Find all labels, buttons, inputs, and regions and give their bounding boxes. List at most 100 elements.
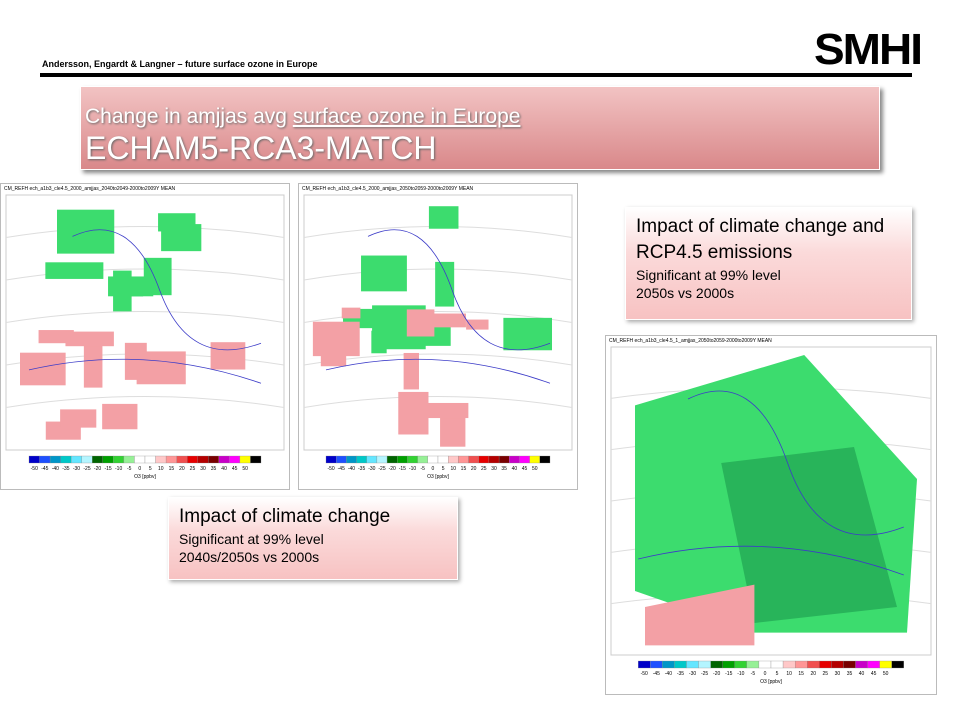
colorbar-label: 30 bbox=[200, 466, 206, 472]
map-header: CM_REFH ech_a1b3_cle4.5_2000_amjjas_2050… bbox=[302, 186, 474, 192]
colorbar-swatch bbox=[60, 455, 72, 464]
colorbar-label: 0 bbox=[138, 466, 141, 472]
colorbar-swatch bbox=[81, 455, 93, 464]
graticule bbox=[303, 311, 573, 323]
colorbar-label: 15 bbox=[798, 671, 804, 677]
colorbar-swatch bbox=[638, 660, 651, 669]
pink-region bbox=[102, 403, 138, 430]
colorbar-unit: O3 [ppbv] bbox=[427, 474, 449, 480]
colorbar-swatch bbox=[239, 455, 251, 464]
colorbar-label: 20 bbox=[471, 466, 477, 472]
colorbar-swatch bbox=[39, 455, 51, 464]
colorbar-swatch bbox=[686, 660, 699, 669]
coastline bbox=[325, 229, 551, 384]
pink-region bbox=[403, 352, 419, 390]
colorbar-label: 50 bbox=[883, 671, 889, 677]
colorbar-swatch bbox=[746, 660, 760, 669]
colorbar-swatch bbox=[356, 455, 367, 464]
colorbar-label: -20 bbox=[389, 466, 396, 472]
title-box: Change in amjjas avg surface ozone in Eu… bbox=[80, 86, 880, 170]
colorbar-swatch bbox=[218, 455, 230, 464]
colorbar-label: 25 bbox=[190, 466, 196, 472]
map-header: CM_REFH ech_a1b3_cle4.5_1_amjjas_2050to2… bbox=[609, 338, 772, 344]
colorbar-label: -35 bbox=[358, 466, 365, 472]
colorbar-label: -15 bbox=[104, 466, 111, 472]
map-area bbox=[5, 194, 285, 451]
colorbar-swatch bbox=[71, 455, 82, 464]
colorbar-label: 50 bbox=[242, 466, 248, 472]
colorbar-label: 5 bbox=[776, 671, 779, 677]
graticule bbox=[5, 311, 285, 323]
pink-region bbox=[415, 402, 469, 419]
colorbar-label: -25 bbox=[83, 466, 90, 472]
colorbar-label: 15 bbox=[461, 466, 467, 472]
map: CM_REFH ech_a1b3_cle4.5_2000_amjjas_2040… bbox=[0, 183, 290, 490]
colorbar-swatch bbox=[176, 455, 188, 464]
title-line1: Change in amjjas avg surface ozone in Eu… bbox=[85, 105, 879, 129]
colorbar-swatch bbox=[879, 660, 892, 669]
colorbar-label: 25 bbox=[481, 466, 487, 472]
pink-region bbox=[645, 584, 755, 646]
colorbar-swatch bbox=[417, 455, 428, 464]
green-region bbox=[108, 276, 154, 297]
map: CM_REFH ech_a1b3_cle4.5_2000_amjjas_2050… bbox=[298, 183, 578, 490]
colorbar-swatch bbox=[397, 455, 408, 464]
colorbar-label: -10 bbox=[115, 466, 122, 472]
colorbar-label: 5 bbox=[149, 466, 152, 472]
dark-green-region bbox=[721, 447, 897, 623]
graticule bbox=[5, 226, 285, 238]
colorbar-label: 50 bbox=[532, 466, 538, 472]
colorbar-swatch bbox=[722, 660, 735, 669]
note-line: Significant at 99% level bbox=[179, 531, 324, 547]
colorbar-swatch bbox=[498, 455, 510, 464]
colorbar-label: 10 bbox=[158, 466, 164, 472]
green-region bbox=[371, 330, 387, 354]
green-region bbox=[361, 255, 407, 292]
colorbar-label: -20 bbox=[713, 671, 720, 677]
colorbar-swatch bbox=[336, 455, 347, 464]
pink-region bbox=[210, 342, 246, 370]
colorbar-label: 5 bbox=[442, 466, 445, 472]
colorbar-label: -5 bbox=[421, 466, 426, 472]
colorbar-swatch bbox=[155, 455, 167, 464]
header-rule bbox=[40, 73, 912, 77]
colorbar-swatch bbox=[187, 455, 198, 464]
map: CM_REFH ech_a1b3_cle4.5_1_amjjas_2050to2… bbox=[605, 335, 937, 695]
colorbar-label: 35 bbox=[847, 671, 853, 677]
green-region bbox=[435, 261, 455, 307]
map-header: CM_REFH ech_a1b3_cle4.5_2000_amjjas_2040… bbox=[4, 186, 176, 192]
colorbar-swatch bbox=[478, 455, 490, 464]
colorbar-swatch bbox=[509, 455, 520, 464]
colorbar-swatch bbox=[229, 455, 241, 464]
colorbar-swatch bbox=[427, 455, 439, 464]
colorbar-label: 35 bbox=[501, 466, 507, 472]
colorbar-label: 40 bbox=[221, 466, 227, 472]
colorbar-label: 40 bbox=[859, 671, 865, 677]
colorbar-swatch bbox=[458, 455, 469, 464]
pink-region bbox=[432, 313, 466, 328]
graticule bbox=[5, 396, 285, 408]
colorbar-swatch bbox=[386, 455, 398, 464]
pink-region bbox=[341, 307, 361, 319]
colorbar-swatch bbox=[891, 660, 904, 669]
note-line: Significant at 99% level bbox=[636, 267, 781, 283]
colorbar-label: -10 bbox=[737, 671, 744, 677]
colorbar-label: 10 bbox=[786, 671, 792, 677]
colorbar-swatch bbox=[867, 660, 880, 669]
note-heading: Impact of climate change bbox=[179, 506, 391, 527]
title-plain: Change in amjjas avg bbox=[85, 105, 293, 128]
colorbar-label: 45 bbox=[232, 466, 238, 472]
colorbar-label: -40 bbox=[665, 671, 672, 677]
colorbar-swatch bbox=[794, 660, 808, 669]
colorbar-label: -15 bbox=[399, 466, 406, 472]
graticule bbox=[303, 396, 573, 408]
colorbar-swatch bbox=[102, 455, 114, 464]
colorbar-label: -35 bbox=[62, 466, 69, 472]
colorbar-label: 15 bbox=[169, 466, 175, 472]
green-region bbox=[161, 224, 202, 252]
colorbar-swatch bbox=[519, 455, 530, 464]
colorbar-swatch bbox=[134, 455, 146, 464]
pink-region bbox=[406, 309, 435, 337]
colorbar-swatch bbox=[376, 455, 388, 464]
